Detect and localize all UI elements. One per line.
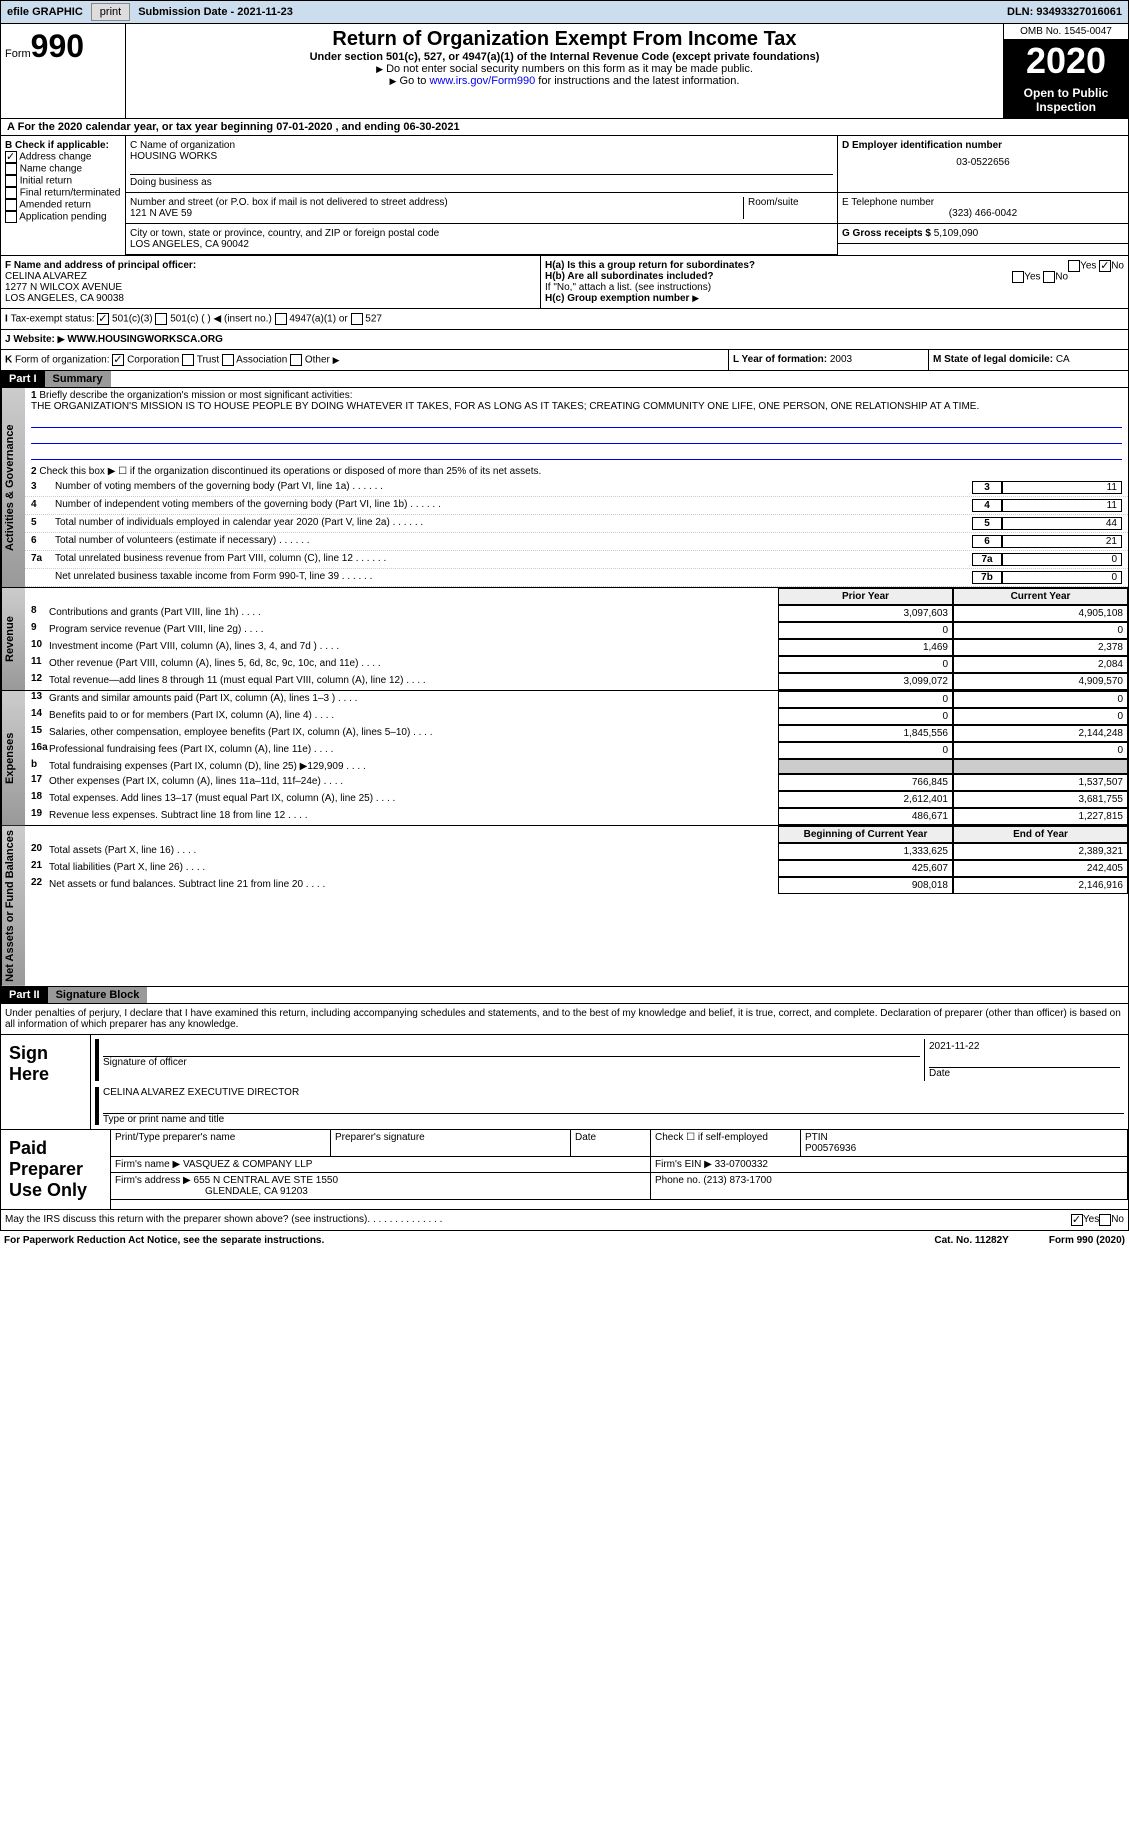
entity-block: B Check if applicable: Address change Na…	[0, 136, 1129, 256]
note2: Go to www.irs.gov/Form990 for instructio…	[130, 75, 999, 87]
declaration: Under penalties of perjury, I declare th…	[0, 1004, 1129, 1035]
discuss-row: May the IRS discuss this return with the…	[0, 1210, 1129, 1231]
expense-line: 15Salaries, other compensation, employee…	[25, 725, 1128, 742]
expense-line: bTotal fundraising expenses (Part IX, co…	[25, 759, 1128, 774]
phone-cell: E Telephone number (323) 466-0042	[838, 193, 1128, 224]
print-button[interactable]: print	[91, 3, 130, 21]
gov-line: 5Total number of individuals employed in…	[25, 515, 1128, 533]
note1: Do not enter social security numbers on …	[130, 63, 999, 75]
checkbox-item[interactable]: Final return/terminated	[5, 187, 121, 199]
entity-col: C Name of organization HOUSING WORKS Doi…	[126, 136, 1128, 255]
form-header: Form990 Return of Organization Exempt Fr…	[0, 24, 1129, 119]
part1-header: Part ISummary	[0, 371, 1129, 388]
desc-line	[31, 430, 1122, 444]
check-col: B Check if applicable: Address change Na…	[1, 136, 126, 255]
desc-line	[31, 446, 1122, 460]
tax-status-row: I Tax-exempt status: 501(c)(3) 501(c) ( …	[0, 309, 1129, 330]
vtab-netassets: Net Assets or Fund Balances	[1, 826, 25, 986]
gov-line: 7aTotal unrelated business revenue from …	[25, 551, 1128, 569]
website-row: J Website: WWW.HOUSINGWORKSCA.ORG	[0, 330, 1129, 350]
tax-year: 2020	[1004, 40, 1128, 82]
netasset-line: 20Total assets (Part X, line 16) . . . .…	[25, 843, 1128, 860]
year-cell: OMB No. 1545-0047 2020 Open to Public In…	[1003, 24, 1128, 118]
addr-cell: Number and street (or P.O. box if mail i…	[130, 197, 743, 219]
expense-line: 18Total expenses. Add lines 13–17 (must …	[25, 791, 1128, 808]
revenue-line: 10Investment income (Part VIII, column (…	[25, 639, 1128, 656]
title-cell: Return of Organization Exempt From Incom…	[126, 24, 1003, 118]
checkbox-item[interactable]: Name change	[5, 163, 121, 175]
gov-line: 3Number of voting members of the governi…	[25, 479, 1128, 497]
efile-label: efile GRAPHIC	[1, 4, 89, 20]
netasset-line: 22Net assets or fund balances. Subtract …	[25, 877, 1128, 894]
gov-line: 6Total number of volunteers (estimate if…	[25, 533, 1128, 551]
state-domicile: M State of legal domicile: CA	[928, 350, 1128, 370]
expense-line: 14Benefits paid to or for members (Part …	[25, 708, 1128, 725]
checkbox-item[interactable]: Amended return	[5, 199, 121, 211]
expense-line: 13Grants and similar amounts paid (Part …	[25, 691, 1128, 708]
revenue-line: 8Contributions and grants (Part VIII, li…	[25, 605, 1128, 622]
gov-section: Activities & Governance 1 Briefly descri…	[0, 388, 1129, 588]
city-cell: City or town, state or province, country…	[126, 224, 838, 255]
gov-line: Net unrelated business taxable income fr…	[25, 569, 1128, 587]
vtab-governance: Activities & Governance	[1, 388, 25, 587]
period-row: A For the 2020 calendar year, or tax yea…	[0, 119, 1129, 136]
subtitle: Under section 501(c), 527, or 4947(a)(1)…	[130, 51, 999, 63]
form-id-cell: Form990	[1, 24, 126, 118]
form-org-cell: K Form of organization: Corporation Trus…	[1, 350, 728, 370]
year-formation: L Year of formation: 2003	[728, 350, 928, 370]
dln: DLN: 93493327016061	[1001, 4, 1128, 20]
topbar: efile GRAPHIC print Submission Date - 20…	[0, 0, 1129, 24]
room-cell: Room/suite	[743, 197, 833, 219]
revenue-line: 11Other revenue (Part VIII, column (A), …	[25, 656, 1128, 673]
org-name-cell: C Name of organization HOUSING WORKS Doi…	[126, 136, 838, 193]
part2-header: Part IISignature Block	[0, 987, 1129, 1004]
rev-section: Revenue Prior YearCurrent Year 8Contribu…	[0, 588, 1129, 691]
officer-cell: F Name and address of principal officer:…	[1, 256, 541, 308]
net-section: Net Assets or Fund Balances Beginning of…	[0, 826, 1129, 987]
revenue-line: 9Program service revenue (Part VIII, lin…	[25, 622, 1128, 639]
main-title: Return of Organization Exempt From Incom…	[130, 28, 999, 51]
footer: For Paperwork Reduction Act Notice, see …	[0, 1231, 1129, 1250]
vtab-revenue: Revenue	[1, 588, 25, 690]
revenue-line: 12Total revenue—add lines 8 through 11 (…	[25, 673, 1128, 690]
checkbox-item[interactable]: Initial return	[5, 175, 121, 187]
checkbox-item[interactable]: Address change	[5, 151, 121, 163]
h-cell: H(a) Is this a group return for subordin…	[541, 256, 1128, 308]
fgh-row: F Name and address of principal officer:…	[0, 256, 1129, 309]
ein-cell: D Employer identification number 03-0522…	[838, 136, 1128, 193]
gross-cell: G Gross receipts $ 5,109,090	[838, 224, 1128, 244]
form990-link[interactable]: www.irs.gov/Form990	[429, 75, 535, 87]
expense-line: 16aProfessional fundraising fees (Part I…	[25, 742, 1128, 759]
expense-line: 19Revenue less expenses. Subtract line 1…	[25, 808, 1128, 825]
vtab-expenses: Expenses	[1, 691, 25, 825]
omb: OMB No. 1545-0047	[1004, 24, 1128, 40]
kl-row: K Form of organization: Corporation Trus…	[0, 350, 1129, 371]
gov-line: 4Number of independent voting members of…	[25, 497, 1128, 515]
checkbox-item[interactable]: Application pending	[5, 211, 121, 223]
expense-line: 17Other expenses (Part IX, column (A), l…	[25, 774, 1128, 791]
open-public: Open to Public Inspection	[1004, 82, 1128, 118]
netasset-line: 21Total liabilities (Part X, line 26) . …	[25, 860, 1128, 877]
desc-line	[31, 414, 1122, 428]
preparer-row: Paid Preparer Use Only Print/Type prepar…	[0, 1130, 1129, 1210]
subdate: Submission Date - 2021-11-23	[132, 4, 299, 20]
sign-here-row: Sign Here Signature of officer 2021-11-2…	[0, 1035, 1129, 1130]
exp-section: Expenses 13Grants and similar amounts pa…	[0, 691, 1129, 826]
